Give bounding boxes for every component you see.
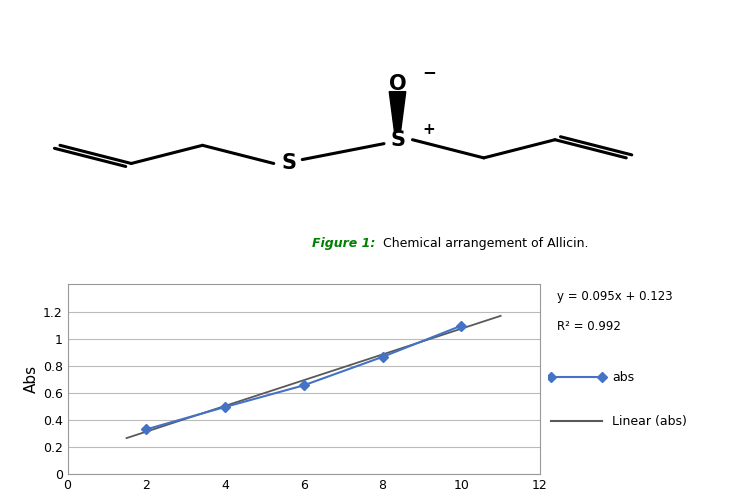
Text: y = 0.095x + 0.123: y = 0.095x + 0.123 bbox=[557, 290, 673, 303]
Text: S: S bbox=[281, 154, 296, 174]
Text: O: O bbox=[388, 74, 406, 94]
Text: abs: abs bbox=[612, 371, 634, 384]
Text: S: S bbox=[390, 130, 405, 150]
Y-axis label: Abs: Abs bbox=[23, 365, 38, 393]
Text: +: + bbox=[423, 122, 435, 137]
Text: Chemical arrangement of Allicin.: Chemical arrangement of Allicin. bbox=[375, 237, 589, 250]
Text: Linear (abs): Linear (abs) bbox=[612, 415, 687, 428]
Text: Figure 1:: Figure 1: bbox=[312, 237, 375, 250]
Text: −: − bbox=[422, 63, 436, 81]
Text: R² = 0.992: R² = 0.992 bbox=[557, 320, 621, 333]
Polygon shape bbox=[389, 92, 406, 132]
